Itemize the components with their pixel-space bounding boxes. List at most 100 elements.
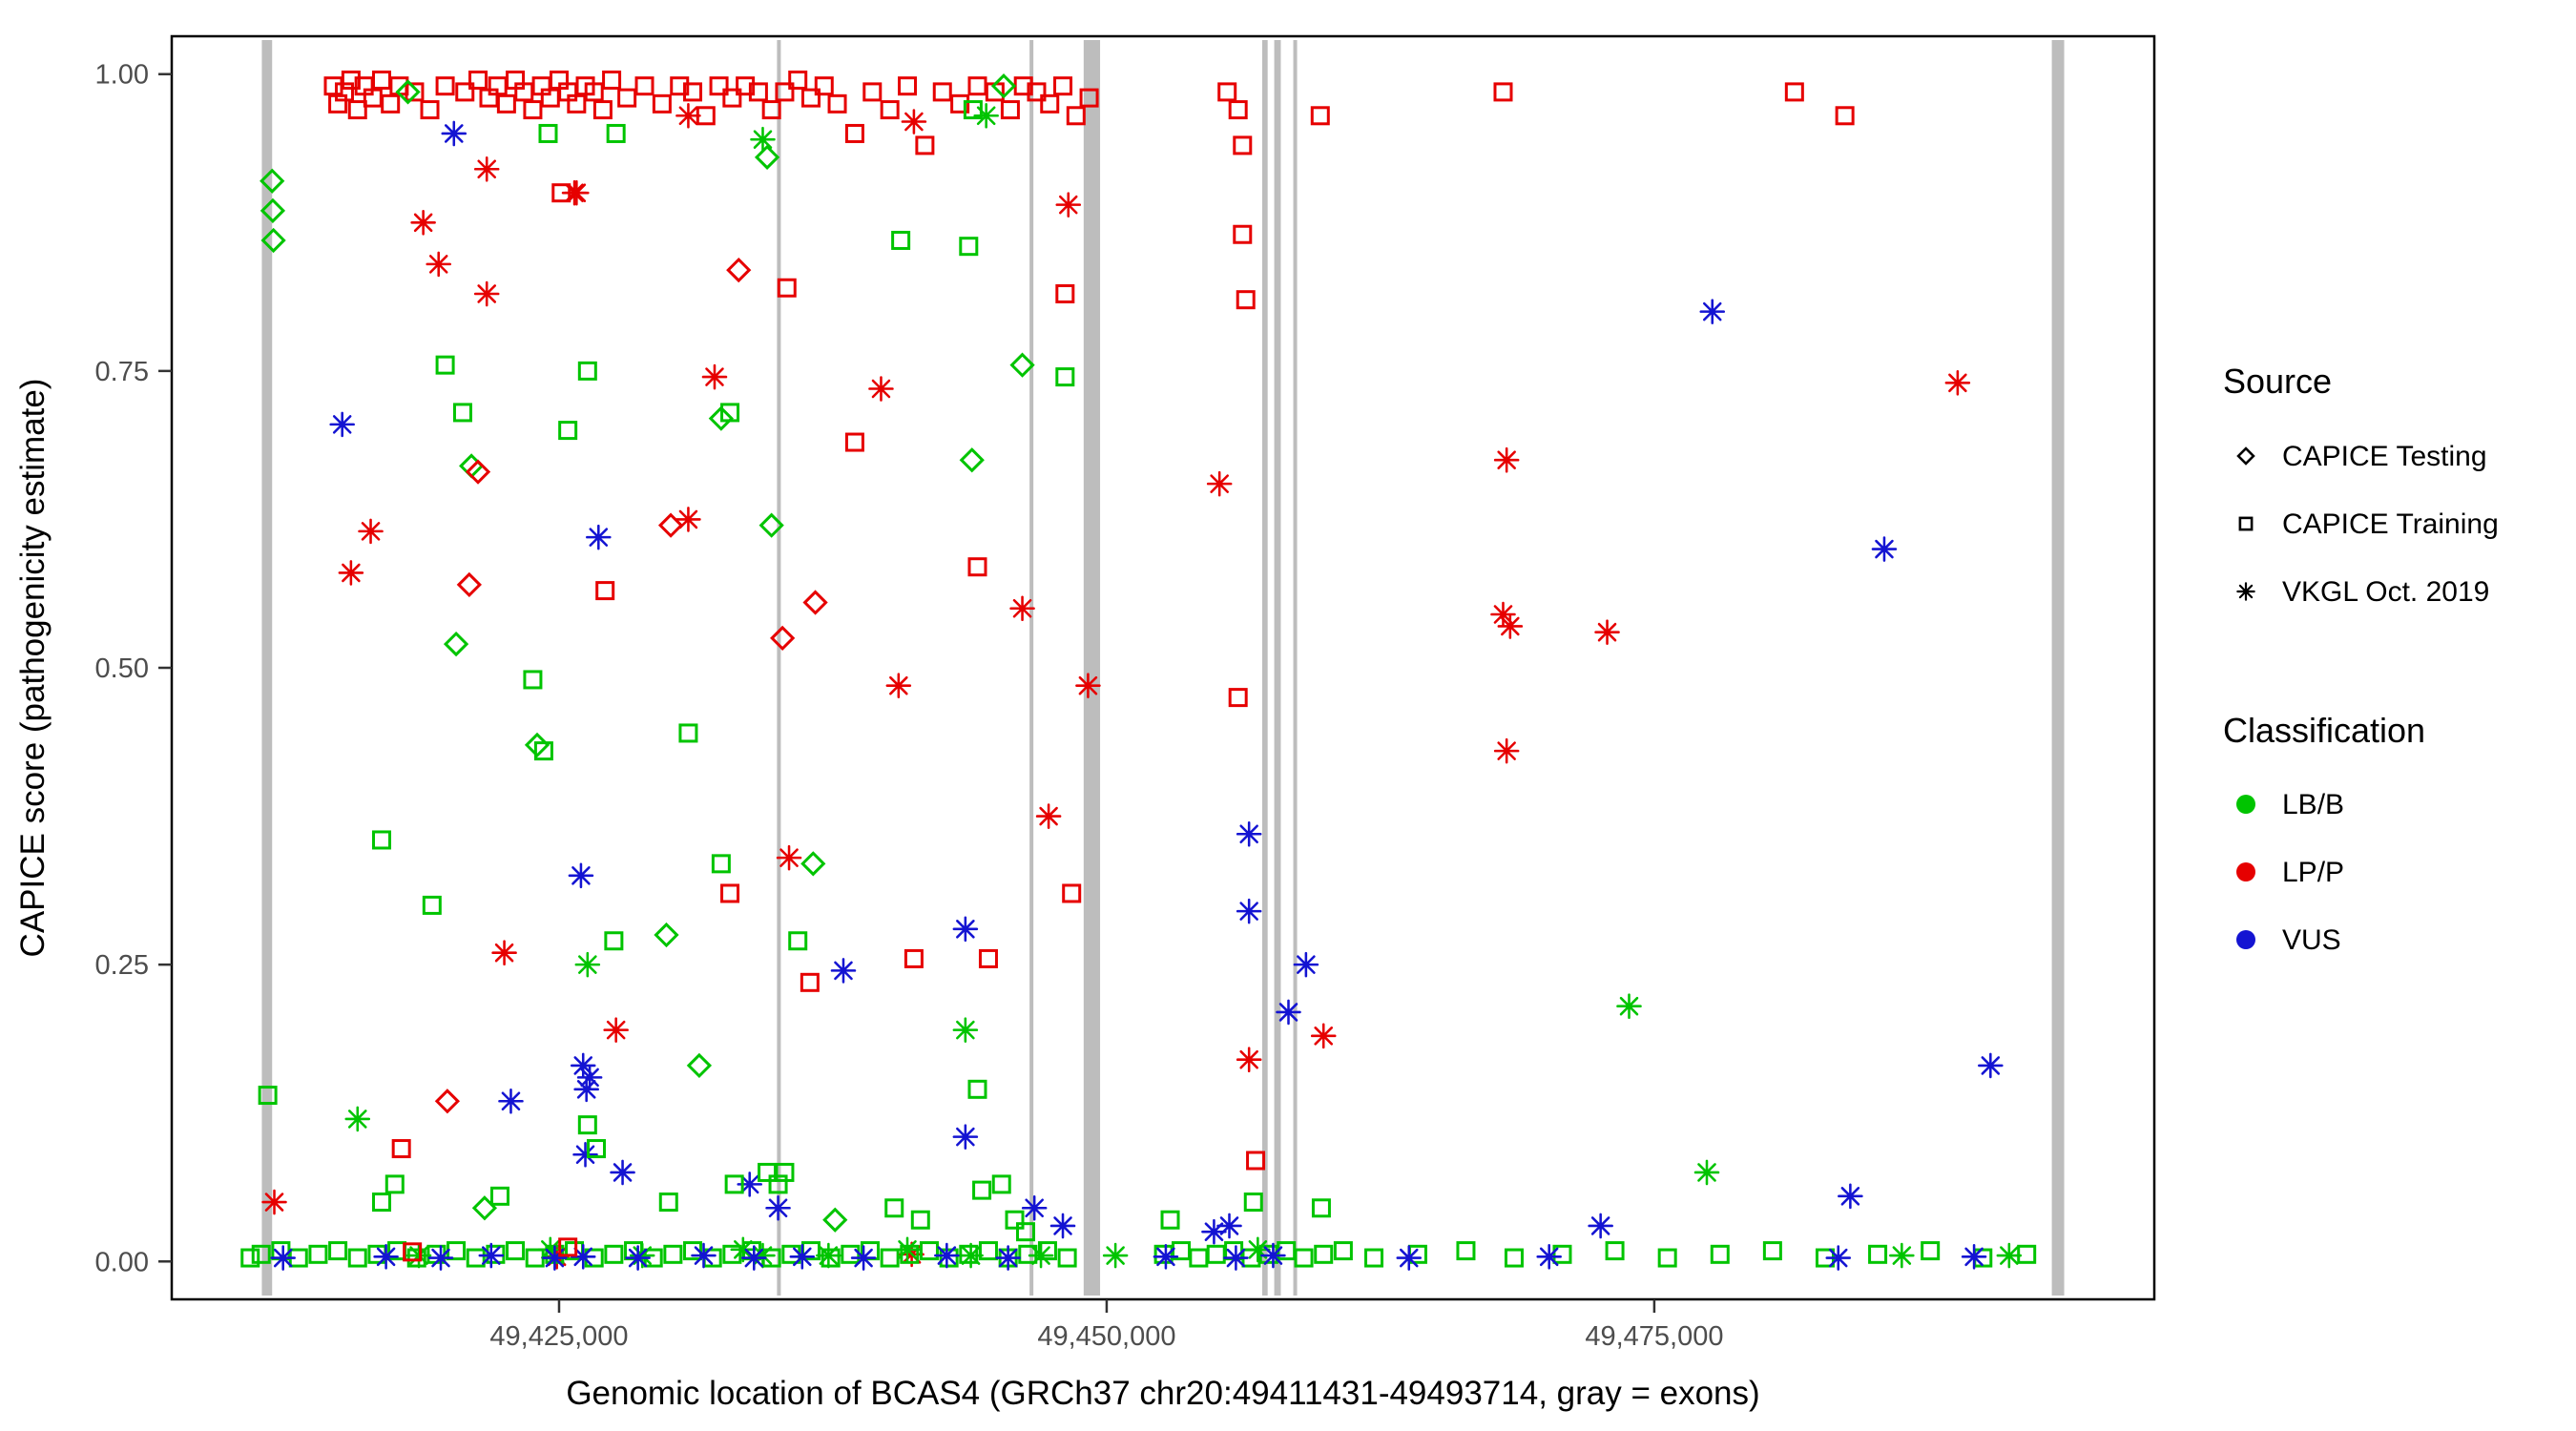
data-point bbox=[406, 1248, 426, 1268]
y-tick-label: 1.00 bbox=[95, 60, 149, 91]
data-point bbox=[978, 1241, 998, 1261]
diamond-marker-icon bbox=[654, 922, 679, 948]
square-marker-icon bbox=[1062, 883, 1082, 903]
legend-item-label: VUS bbox=[2282, 924, 2341, 956]
asterisk-marker-icon bbox=[816, 1242, 841, 1269]
square-marker-icon bbox=[736, 76, 756, 96]
asterisk-marker-icon bbox=[261, 1189, 287, 1215]
data-point bbox=[901, 109, 927, 135]
data-point bbox=[683, 82, 703, 102]
exon-bar bbox=[261, 40, 273, 1296]
square-marker-icon bbox=[775, 82, 795, 102]
asterisk-marker-icon bbox=[952, 1124, 979, 1150]
data-point bbox=[328, 1241, 348, 1261]
square-marker-icon bbox=[466, 1248, 486, 1268]
square-marker-icon bbox=[595, 581, 615, 601]
data-point bbox=[915, 135, 935, 156]
square-marker-icon bbox=[683, 82, 703, 102]
asterisk-marker-icon bbox=[270, 1245, 296, 1271]
square-marker-icon bbox=[1868, 1244, 1888, 1264]
data-point bbox=[1153, 1244, 1179, 1270]
data-point bbox=[850, 1245, 877, 1271]
square-marker-icon bbox=[384, 1174, 405, 1194]
data-point bbox=[862, 82, 883, 102]
asterisk-marker-icon bbox=[952, 916, 979, 943]
data-point bbox=[468, 70, 488, 90]
square-marker-icon bbox=[468, 70, 488, 90]
data-point bbox=[885, 673, 912, 698]
asterisk-marker-icon bbox=[830, 958, 857, 984]
square-marker-icon bbox=[991, 1174, 1011, 1194]
data-point bbox=[455, 82, 475, 102]
square-marker-icon bbox=[604, 931, 624, 951]
square-marker-icon bbox=[748, 82, 768, 102]
data-point bbox=[270, 1245, 296, 1271]
data-point bbox=[567, 93, 587, 114]
data-point bbox=[670, 76, 690, 96]
square-marker-icon bbox=[777, 278, 797, 298]
square-marker-icon bbox=[328, 1241, 348, 1261]
data-point bbox=[1066, 106, 1086, 126]
y-tick-label: 0.00 bbox=[95, 1247, 149, 1277]
square-marker-icon bbox=[1037, 1241, 1057, 1261]
data-point bbox=[978, 948, 998, 968]
square-marker-icon bbox=[967, 1079, 987, 1099]
data-point bbox=[1490, 601, 1516, 628]
legend-source-title: Source bbox=[2223, 362, 2332, 401]
square-marker-icon bbox=[1762, 1241, 1782, 1261]
square-marker-icon bbox=[405, 82, 425, 102]
square-marker-icon bbox=[652, 93, 672, 114]
y-tick-label: 0.75 bbox=[95, 357, 149, 387]
asterisk-marker-icon bbox=[610, 1159, 635, 1186]
data-point bbox=[1493, 446, 1520, 473]
data-point bbox=[1236, 898, 1262, 924]
data-point bbox=[678, 723, 698, 743]
data-point bbox=[1310, 106, 1330, 126]
data-point bbox=[1243, 1192, 1263, 1213]
data-point bbox=[1699, 299, 1726, 324]
asterisk-marker-icon bbox=[1944, 370, 1971, 396]
legend: Source CAPICE Testing CAPICE Training VKGL … bbox=[2223, 362, 2499, 956]
data-point bbox=[1049, 1213, 1076, 1239]
data-point bbox=[537, 1236, 564, 1263]
data-point bbox=[1028, 1242, 1054, 1269]
square-marker-icon bbox=[1079, 88, 1099, 108]
data-point bbox=[950, 93, 970, 114]
data-point bbox=[572, 1141, 598, 1168]
diamond-marker-icon bbox=[260, 168, 285, 194]
data-point bbox=[711, 854, 731, 874]
data-point bbox=[538, 123, 558, 143]
data-point bbox=[1018, 1244, 1038, 1264]
square-marker-icon bbox=[722, 88, 742, 108]
data-point bbox=[405, 1242, 432, 1269]
asterisk-marker-icon bbox=[958, 1242, 984, 1269]
square-marker-icon bbox=[420, 100, 440, 120]
asterisk-marker-icon bbox=[1497, 613, 1524, 639]
asterisk-marker-icon bbox=[1871, 536, 1898, 562]
asterisk-marker-icon bbox=[675, 507, 701, 532]
asterisk-marker-icon bbox=[776, 844, 802, 871]
data-point bbox=[720, 403, 740, 423]
data-point bbox=[1236, 290, 1256, 310]
data-point bbox=[1027, 82, 1047, 102]
data-point bbox=[1233, 135, 1253, 156]
data-point bbox=[770, 625, 796, 652]
square-marker-icon bbox=[381, 93, 401, 114]
data-point bbox=[776, 844, 802, 871]
x-axis-title: Genomic location of BCAS4 (GRCh37 chr20:… bbox=[566, 1375, 1759, 1412]
square-marker-icon bbox=[932, 82, 952, 102]
square-marker-icon bbox=[347, 100, 367, 120]
square-marker-icon bbox=[435, 76, 455, 96]
data-point bbox=[995, 1245, 1021, 1271]
data-point bbox=[1236, 820, 1262, 847]
asterisk-marker-icon bbox=[1216, 1213, 1242, 1239]
square-marker-icon bbox=[489, 1186, 509, 1206]
data-point bbox=[1504, 1248, 1524, 1268]
asterisk-marker-icon bbox=[691, 1242, 717, 1269]
data-point bbox=[939, 1248, 959, 1268]
data-point bbox=[765, 1194, 791, 1221]
asterisk-marker-icon bbox=[1049, 1213, 1076, 1239]
data-point bbox=[422, 895, 442, 915]
data-point bbox=[750, 126, 776, 153]
square-marker-icon bbox=[910, 1210, 930, 1230]
